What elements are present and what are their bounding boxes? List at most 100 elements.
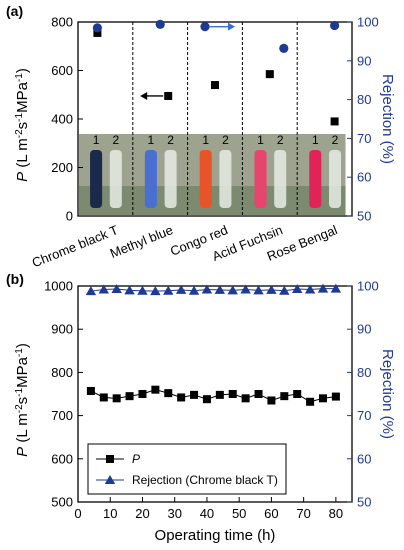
- x-tick-label: 20: [135, 506, 149, 521]
- vial-label: 1: [202, 133, 209, 147]
- permeance-point: [164, 91, 173, 100]
- vial-permeate: [274, 150, 287, 208]
- permeance-point: [267, 396, 276, 405]
- rejection-point: [98, 284, 109, 294]
- vial-label: 1: [257, 133, 264, 147]
- rejection-point: [201, 284, 213, 294]
- category-label: Methyl blue: [108, 222, 175, 261]
- x-tick-label: 60: [264, 506, 278, 521]
- vial-label: 2: [112, 133, 119, 147]
- permeance-point: [164, 389, 173, 398]
- rejection-point: [111, 284, 122, 294]
- vial-dye-solution: [254, 150, 267, 208]
- permeance-point: [177, 393, 186, 402]
- panel-label-a: (a): [6, 3, 23, 19]
- y2-tick-label: 80: [357, 365, 371, 380]
- y2-tick-label: 50: [357, 495, 371, 510]
- rejection-point: [175, 284, 187, 294]
- y-axis-label: P (L m-2s-1MPa-1): [14, 68, 31, 182]
- rejection-point: [150, 286, 161, 296]
- arrow-to-right-axis-head: [228, 22, 235, 31]
- y2-tick-label: 80: [357, 92, 371, 107]
- permeance-point: [86, 386, 95, 395]
- vial-permeate: [109, 150, 122, 208]
- vial-dye-solution: [144, 150, 157, 208]
- permeance-point: [331, 392, 340, 401]
- y2-tick-label: 50: [357, 209, 371, 224]
- x-axis-label: Operating time (h): [155, 527, 276, 544]
- permeance-point: [151, 385, 160, 394]
- rejection-point: [214, 284, 226, 294]
- x-tick-label: 40: [200, 506, 214, 521]
- y-tick-label: 0: [66, 209, 73, 224]
- rejection-point: [124, 285, 135, 295]
- vial-label: 2: [332, 133, 339, 147]
- rejection-point: [317, 283, 329, 293]
- category-label: Chrome black T: [30, 222, 121, 270]
- arrow-to-left-axis-head: [140, 91, 148, 100]
- y-tick-label: 700: [51, 408, 73, 423]
- y-tick-label: 800: [51, 365, 73, 380]
- legend-box: [87, 443, 287, 495]
- plot-frame: [77, 285, 353, 503]
- panel-a: (a)1 2 1 2 1 2 1 2 1 202004006008005060708090100P…: [6, 3, 396, 270]
- rejection-point: [292, 284, 303, 294]
- vial-photo-base: [79, 186, 346, 215]
- vial-dye-solution: [90, 150, 103, 208]
- y-tick-label: 900: [51, 322, 73, 337]
- rejection-point: [253, 285, 264, 295]
- y-tick-label: 1000: [44, 279, 73, 294]
- vial-label: 1: [93, 133, 100, 147]
- permeance-point: [215, 390, 224, 399]
- permeance-point: [93, 28, 102, 37]
- rejection-point: [279, 43, 289, 53]
- y2-tick-label: 60: [357, 170, 371, 185]
- y2-tick-label: 90: [357, 53, 371, 68]
- y-tick-label: 200: [51, 160, 73, 175]
- permeance-point: [125, 392, 134, 401]
- y-tick-label: 500: [51, 495, 73, 510]
- vial-permeate: [164, 150, 177, 208]
- x-tick-label: 70: [296, 506, 310, 521]
- x-tick-label: 50: [232, 506, 246, 521]
- rejection-point: [304, 284, 316, 294]
- permeance-point: [99, 393, 108, 402]
- permeance-point: [228, 390, 237, 398]
- rejection-point: [92, 23, 102, 33]
- x-tick-label: 30: [167, 506, 181, 521]
- permeance-point: [330, 117, 339, 126]
- y2-tick-label: 90: [357, 322, 371, 337]
- rejection-point: [240, 284, 251, 294]
- rejection-point: [163, 285, 174, 295]
- rejection-point: [155, 19, 165, 29]
- vial-label: 2: [277, 133, 284, 147]
- rejection-point: [279, 285, 290, 295]
- permeance-point: [211, 81, 219, 90]
- rejection-point: [330, 20, 340, 31]
- rejection-point: [200, 22, 210, 32]
- y-axis-label: P (L m-2s-1MPa-1): [14, 343, 31, 457]
- permeance-point: [112, 394, 121, 403]
- rejection-point: [266, 284, 277, 294]
- rejection-point: [227, 285, 238, 295]
- vial-label: 2: [167, 133, 174, 147]
- permeance-point: [306, 397, 315, 406]
- vial-dye-solution: [309, 150, 322, 208]
- y2-axis-label: Rejection (%): [379, 349, 396, 439]
- x-tick-label: 10: [103, 506, 117, 521]
- y2-tick-label: 100: [357, 279, 379, 294]
- permeance-point: [293, 390, 302, 398]
- vial-permeate: [328, 150, 342, 208]
- vial-dye-solution: [199, 150, 212, 208]
- y2-tick-label: 70: [357, 131, 371, 146]
- legend-label-rejection: Rejection (Chrome black T): [132, 473, 278, 487]
- vial-label: 2: [222, 133, 229, 147]
- x-tick-label: 0: [74, 506, 81, 521]
- rejection-point: [330, 283, 342, 293]
- legend-label-p: P: [132, 452, 140, 466]
- permeance-point: [138, 390, 147, 398]
- y2-tick-label: 100: [357, 15, 379, 30]
- permeance-point: [265, 70, 274, 79]
